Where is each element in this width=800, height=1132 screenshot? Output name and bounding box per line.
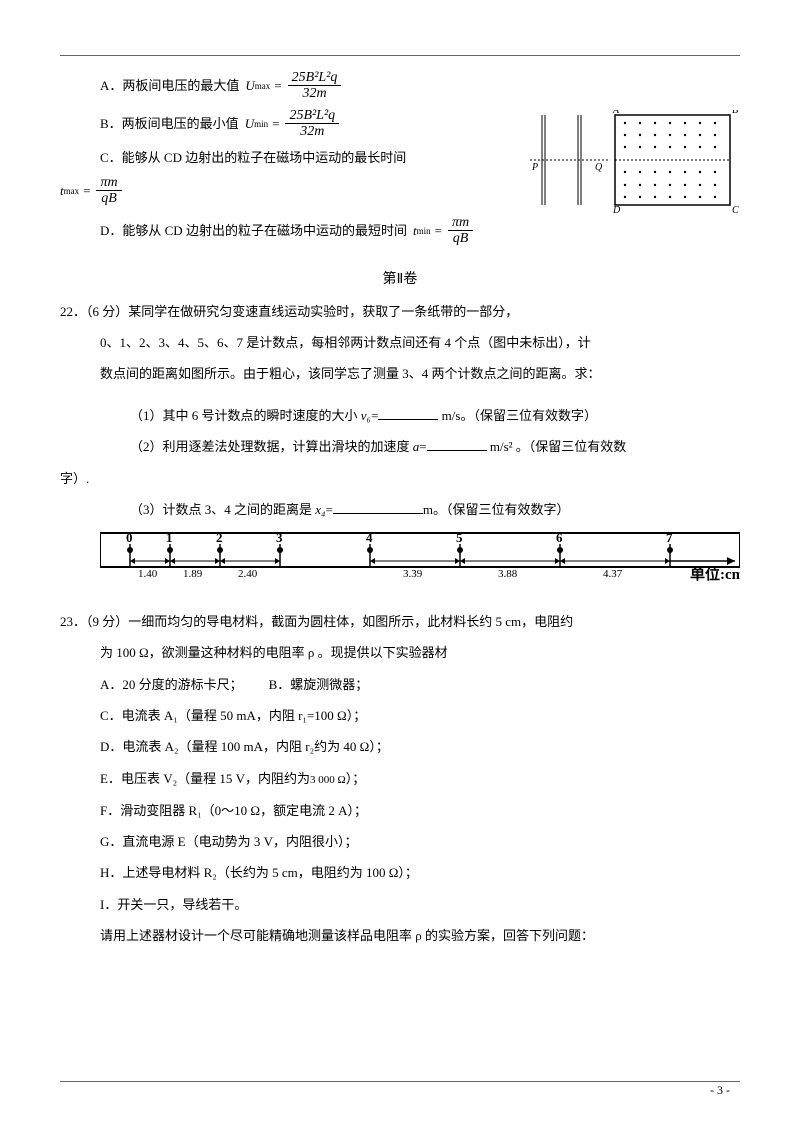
q22-line1: 22．（6 分）某同学在做研究匀变速直线运动实验时，获取了一条纸带的一部分， — [60, 300, 740, 323]
svg-text:Q: Q — [595, 162, 603, 173]
tape-diagram: 0 1 2 3 4 5 6 7 1.40 1.89 2.40 3.39 3.88 4.37 单位:cm — [100, 531, 740, 593]
option-a-label: A． — [100, 74, 122, 97]
svg-text:2: 2 — [216, 531, 223, 545]
option-a: A． 两板间电压的最大值 Umax = 25B²L²q32m — [100, 70, 740, 102]
svg-text:P: P — [531, 162, 538, 173]
q23-line1: 23．（9 分）一细而均匀的导电材料，截面为圆柱体，如图所示，此材料长约 5 c… — [60, 610, 740, 633]
footer-rule — [60, 1081, 740, 1082]
blank-a[interactable] — [427, 437, 487, 451]
option-b-text: 两板间电压的最小值 — [122, 112, 239, 135]
q22-sub2: （2）利用逐差法处理数据，计算出滑块的加速度 a= m/s² 。（保留三位有效数 — [130, 435, 740, 458]
q22-sub2-end: 字）. — [60, 467, 740, 490]
option-a-formula: Umax = 25B²L²q32m — [245, 70, 343, 102]
q22-sub3: （3）计数点 3、4 之间的距离是 x₄=m。（保留三位有效数字） — [130, 498, 740, 521]
q23-opt-ab: A．20 分度的游标卡尺； B．螺旋测微器； — [100, 673, 740, 696]
tape-unit: 单位:cm — [690, 565, 740, 583]
q23-opt-e: E．电压表 V₂（量程 15 V，内阻约为3 000 Ω）； — [100, 767, 740, 791]
page-number: - 3 - — [710, 1080, 730, 1102]
svg-text:A: A — [612, 110, 620, 116]
option-b-label: B． — [100, 112, 122, 135]
option-c-formula: tmax = πmqB — [60, 175, 124, 207]
svg-text:5: 5 — [456, 531, 463, 545]
field-diagram: P Q A B C D — [530, 110, 740, 227]
blank-x4[interactable] — [333, 500, 423, 514]
svg-text:C: C — [732, 205, 739, 216]
option-d-formula: tmin = πmqB — [413, 215, 475, 247]
q22-sub1: （1）其中 6 号计数点的瞬时速度的大小 v₆= m/s。（保留三位有效数字） — [130, 404, 740, 427]
svg-text:3.39: 3.39 — [403, 568, 423, 580]
q23-opt-h: H．上述导电材料 R₂（长约为 5 cm，电阻约为 100 Ω）； — [100, 861, 740, 884]
q23-opt-d: D．电流表 A₂（量程 100 mA，内阻 r₂约为 40 Ω）； — [100, 735, 740, 758]
diagram-svg: P Q A B C D — [530, 110, 740, 220]
option-a-text: 两板间电压的最大值 — [122, 74, 239, 97]
q22-line2: 0、1、2、3、4、5、6、7 是计数点，每相邻两计数点间还有 4 个点（图中未… — [100, 331, 740, 354]
svg-text:7: 7 — [666, 531, 673, 545]
q23-opt-c: C．电流表 A₁（量程 50 mA，内阻 r₁=100 Ω）； — [100, 704, 740, 727]
option-b-formula: Umin = 25B²L²q32m — [245, 108, 341, 140]
svg-text:1.89: 1.89 — [183, 568, 203, 580]
q22-line3: 数点间的距离如图所示。由于粗心，该同学忘了测量 3、4 两个计数点之间的距离。求… — [100, 362, 740, 385]
svg-text:D: D — [612, 205, 621, 216]
option-c-text: 能够从 CD 边射出的粒子在磁场中运动的最长时间 — [122, 146, 407, 169]
tape-svg: 0 1 2 3 4 5 6 7 1.40 1.89 2.40 3.39 3.88 4.37 单位:cm — [100, 531, 740, 586]
option-d-text: 能够从 CD 边射出的粒子在磁场中运动的最短时间 — [122, 219, 407, 242]
svg-text:0: 0 — [126, 531, 133, 545]
svg-text:1: 1 — [166, 531, 173, 545]
option-c-label: C． — [100, 146, 122, 169]
section-title: 第Ⅱ卷 — [60, 267, 740, 292]
q23-line2: 为 100 Ω，欲测量这种材料的电阻率 ρ 。现提供以下实验器材 — [100, 641, 740, 664]
svg-text:3.88: 3.88 — [498, 568, 518, 580]
svg-text:4.37: 4.37 — [603, 568, 623, 580]
q23-last: 请用上述器材设计一个尽可能精确地测量该样品电阻率 ρ 的实验方案，回答下列问题： — [100, 924, 740, 947]
svg-text:1.40: 1.40 — [138, 568, 158, 580]
header-rule — [60, 55, 740, 56]
q23-opt-f: F．滑动变阻器 R₁（0～10 Ω，额定电流 2 A）； — [100, 799, 740, 822]
option-d-label: D． — [100, 219, 122, 242]
blank-v6[interactable] — [378, 406, 438, 420]
svg-text:2.40: 2.40 — [238, 568, 258, 580]
svg-text:6: 6 — [556, 531, 563, 545]
svg-text:3: 3 — [276, 531, 283, 545]
q23-opt-i: I．开关一只，导线若干。 — [100, 893, 740, 916]
svg-text:4: 4 — [366, 531, 373, 545]
q23-opt-g: G．直流电源 E（电动势为 3 V，内阻很小）； — [100, 830, 740, 853]
svg-text:B: B — [732, 110, 738, 116]
